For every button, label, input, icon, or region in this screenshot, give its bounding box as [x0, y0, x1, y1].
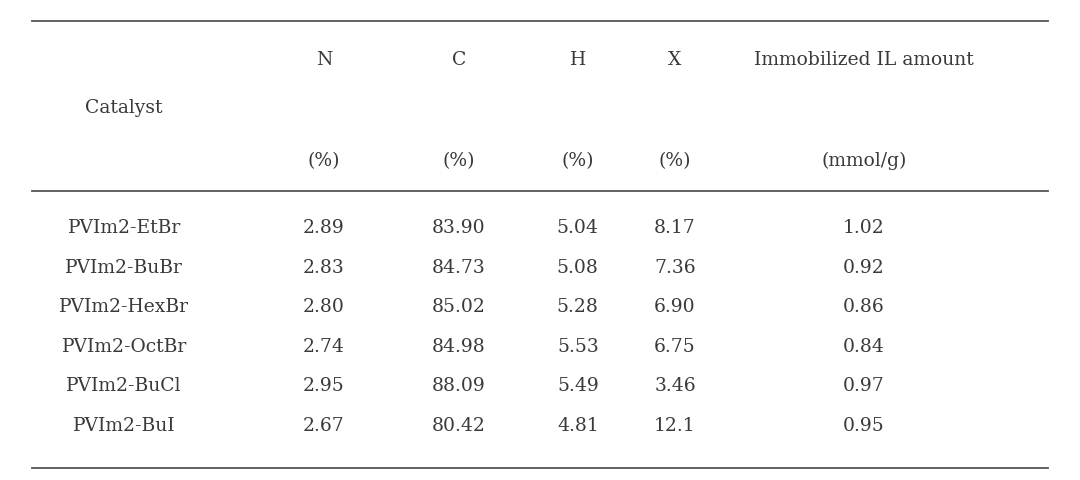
- Text: 7.36: 7.36: [654, 258, 696, 276]
- Text: PVIm2-EtBr: PVIm2-EtBr: [68, 219, 180, 237]
- Text: (mmol/g): (mmol/g): [821, 152, 907, 170]
- Text: N: N: [315, 51, 333, 69]
- Text: 5.53: 5.53: [557, 337, 598, 355]
- Text: 0.95: 0.95: [843, 416, 885, 434]
- Text: PVIm2-HexBr: PVIm2-HexBr: [59, 298, 189, 316]
- Text: (%): (%): [659, 152, 691, 170]
- Text: 2.67: 2.67: [303, 416, 345, 434]
- Text: Catalyst: Catalyst: [85, 99, 163, 117]
- Text: 8.17: 8.17: [654, 219, 696, 237]
- Text: 5.28: 5.28: [557, 298, 598, 316]
- Text: PVIm2-BuBr: PVIm2-BuBr: [65, 258, 184, 276]
- Text: 0.86: 0.86: [843, 298, 885, 316]
- Text: 12.1: 12.1: [654, 416, 696, 434]
- Text: 5.04: 5.04: [557, 219, 598, 237]
- Text: 2.80: 2.80: [303, 298, 345, 316]
- Text: (%): (%): [562, 152, 594, 170]
- Text: 5.08: 5.08: [557, 258, 598, 276]
- Text: 83.90: 83.90: [432, 219, 486, 237]
- Text: H: H: [569, 51, 586, 69]
- Text: (%): (%): [308, 152, 340, 170]
- Text: 4.81: 4.81: [557, 416, 598, 434]
- Text: 88.09: 88.09: [432, 377, 486, 395]
- Text: PVIm2-OctBr: PVIm2-OctBr: [62, 337, 187, 355]
- Text: 2.74: 2.74: [303, 337, 345, 355]
- Text: 0.97: 0.97: [843, 377, 885, 395]
- Text: PVIm2-BuCl: PVIm2-BuCl: [67, 377, 181, 395]
- Text: 2.89: 2.89: [303, 219, 345, 237]
- Text: 6.90: 6.90: [654, 298, 696, 316]
- Text: 2.95: 2.95: [303, 377, 345, 395]
- Text: 84.98: 84.98: [432, 337, 486, 355]
- Text: 80.42: 80.42: [432, 416, 486, 434]
- Text: 0.92: 0.92: [843, 258, 885, 276]
- Text: (%): (%): [443, 152, 475, 170]
- Text: 3.46: 3.46: [654, 377, 696, 395]
- Text: 85.02: 85.02: [432, 298, 486, 316]
- Text: C: C: [451, 51, 467, 69]
- Text: 2.83: 2.83: [303, 258, 345, 276]
- Text: 1.02: 1.02: [843, 219, 885, 237]
- Text: Immobilized IL amount: Immobilized IL amount: [754, 51, 974, 69]
- Text: X: X: [669, 51, 681, 69]
- Text: 84.73: 84.73: [432, 258, 486, 276]
- Text: PVIm2-BuI: PVIm2-BuI: [72, 416, 176, 434]
- Text: 0.84: 0.84: [843, 337, 885, 355]
- Text: 5.49: 5.49: [557, 377, 598, 395]
- Text: 6.75: 6.75: [654, 337, 696, 355]
